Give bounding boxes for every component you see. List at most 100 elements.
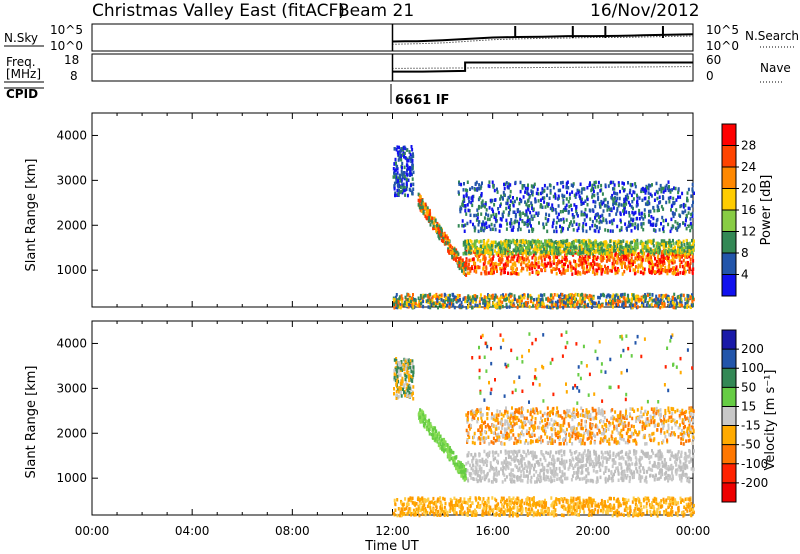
echo-5-74 (419, 293, 422, 298)
echo-1-316 (485, 242, 488, 246)
colorbar-swatch-1 (722, 145, 736, 168)
echo-0-152 (504, 451, 507, 456)
echo-2-486 (473, 213, 476, 218)
echo-5-579 (469, 301, 472, 306)
echo-4-152 (394, 157, 397, 162)
echo-2-551 (471, 198, 474, 202)
echo-2-720 (618, 202, 621, 206)
echo-0-474 (673, 455, 676, 460)
echo-2-660 (490, 222, 493, 227)
echo-0-343 (683, 270, 686, 274)
echo-5-765 (496, 305, 499, 309)
echo-1-567 (473, 248, 476, 253)
echo-1-821 (646, 241, 649, 245)
echo-1-545 (474, 246, 477, 250)
echo-2-538 (664, 188, 667, 193)
echo-5-580 (666, 296, 669, 300)
echo-0-431 (469, 463, 471, 468)
echo-1-871 (656, 244, 659, 249)
echo-0-625 (639, 265, 642, 269)
echo-0-318 (619, 450, 622, 455)
echo-0-506 (542, 467, 545, 472)
echo-1-692 (674, 250, 677, 255)
echo-0-304 (588, 460, 591, 465)
echo-0-341 (689, 257, 692, 262)
echo-0-65 (470, 476, 473, 480)
echo-3-113 (452, 257, 455, 261)
echo-5-484 (603, 293, 605, 298)
echo-0-106 (555, 271, 558, 276)
echo-2-810 (485, 221, 488, 225)
echo-5-459 (464, 296, 467, 300)
echo-0-869 (659, 264, 662, 268)
echo-0-302 (663, 458, 666, 462)
echo-2-348 (597, 184, 600, 189)
echo-0-253 (555, 467, 558, 471)
echo-0-895 (545, 252, 548, 257)
echo-2-564 (468, 209, 471, 213)
echo-5-817 (508, 305, 511, 309)
echo-4-123 (396, 183, 399, 187)
echo-3-60 (420, 209, 423, 213)
echo-0-279 (596, 479, 599, 483)
echo-0-731 (526, 267, 529, 272)
echo-0-69 (611, 474, 614, 479)
echo-0-520 (655, 464, 658, 469)
echo-1-801 (644, 246, 647, 250)
echo-2-282 (524, 200, 527, 204)
echo-0-709 (512, 457, 515, 461)
echo-5-366 (554, 300, 557, 305)
echo-1-352 (678, 250, 681, 255)
echo-0-694 (628, 449, 631, 454)
echo-0-248 (622, 257, 625, 261)
echo-1-774 (582, 250, 585, 255)
echo-1-423 (676, 248, 679, 252)
echo-0-158 (509, 271, 512, 276)
echo-2-261 (559, 188, 562, 193)
echo-3-249 (421, 205, 424, 209)
echo-5-797 (453, 295, 456, 299)
echo-1-666 (588, 252, 591, 256)
echo-1-687 (624, 250, 627, 255)
echo-2-472 (488, 184, 491, 189)
echo-1-850 (613, 245, 616, 249)
echo-2-259 (647, 187, 650, 191)
echo-3-141 (423, 206, 426, 210)
echo-2-614 (562, 201, 565, 205)
echo-0-666 (643, 468, 646, 473)
echo-2-436 (514, 180, 517, 185)
echo-5-232 (435, 296, 438, 300)
echo-0-259 (566, 258, 568, 262)
echo-1-851 (654, 248, 657, 252)
echo-0-319 (620, 456, 623, 460)
echo-5-699 (669, 300, 672, 305)
echo-0-855 (594, 256, 596, 261)
echo-0-60 (509, 473, 512, 478)
echo-1-702 (585, 240, 587, 245)
echo-1-620 (556, 242, 559, 246)
echo-2-817 (652, 206, 655, 210)
echo-0-270 (679, 271, 682, 275)
echo-1-854 (681, 248, 683, 252)
echo-0-334 (666, 254, 669, 258)
echo-2-898 (510, 218, 513, 222)
echo-2-694 (608, 207, 611, 211)
echo-1-618 (522, 248, 525, 252)
echo-5-460 (455, 299, 458, 303)
echo-2-635 (528, 217, 531, 222)
echo-5-412 (658, 303, 660, 307)
echo-2-264 (594, 213, 597, 218)
echo-5-763 (539, 302, 542, 306)
echo-1-791 (546, 240, 549, 244)
echo-0-650 (580, 249, 583, 253)
echo-1-240 (566, 238, 569, 243)
echo-3-109 (441, 234, 444, 239)
echo-2-227 (648, 209, 650, 214)
echo-0-770 (578, 258, 581, 263)
echo-0-377 (521, 468, 524, 472)
echo-0-529 (507, 260, 510, 264)
echo-2-252 (630, 222, 633, 227)
echo-2-618 (530, 184, 533, 188)
echo-5-738 (598, 296, 601, 300)
echo-0-140 (545, 263, 548, 268)
